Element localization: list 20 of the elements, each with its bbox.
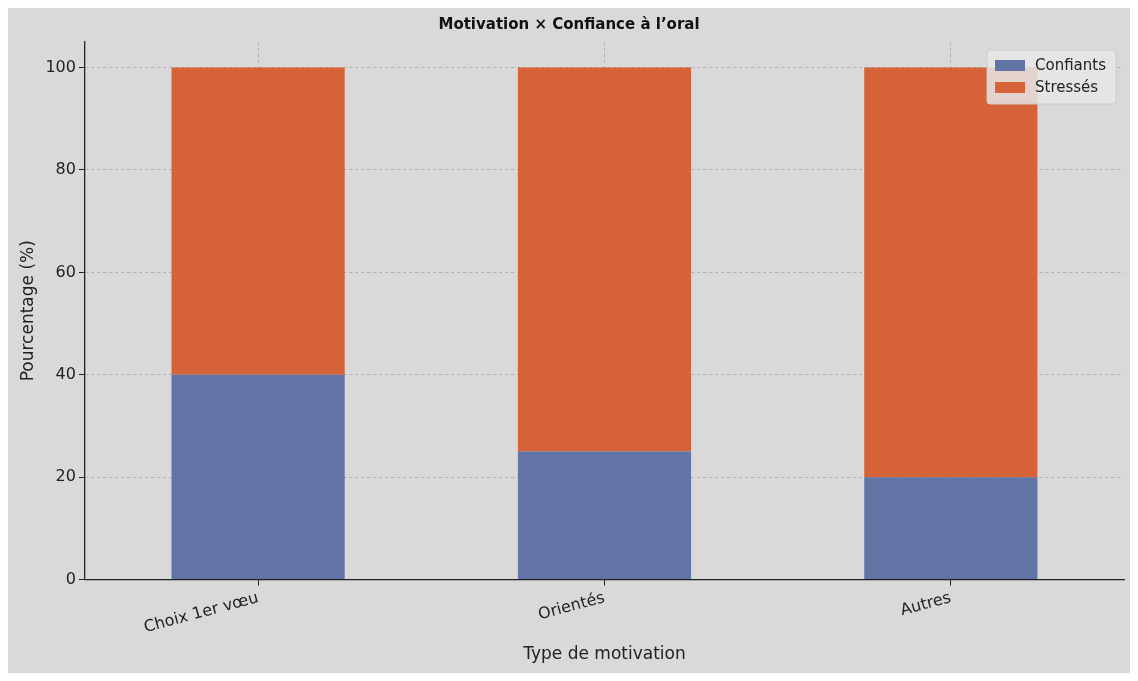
y-tick-label: 20 xyxy=(55,466,76,486)
legend-label: Stressés xyxy=(1035,77,1099,96)
x-tick-label: Autres xyxy=(898,587,953,620)
bar xyxy=(517,451,692,580)
bar xyxy=(864,67,1038,478)
x-tick-label: Choix 1er vœu xyxy=(141,587,261,637)
chart-title: Motivation × Confiance à l’oral xyxy=(438,14,700,33)
x-tick-label: Orientés xyxy=(535,587,607,624)
bar xyxy=(517,67,692,452)
bar xyxy=(864,477,1038,580)
y-tick-label: 100 xyxy=(45,56,76,76)
y-tick-label: 80 xyxy=(55,159,76,179)
y-tick-label: 0 xyxy=(65,568,76,588)
y-tick-label: 40 xyxy=(55,363,76,383)
y-tick-label: 60 xyxy=(55,261,76,281)
bar xyxy=(171,67,345,375)
x-axis-title: Type de motivation xyxy=(522,643,686,664)
legend-label: Confiants xyxy=(1035,55,1107,74)
y-axis-title: Pourcentage (%) xyxy=(16,240,37,382)
bar xyxy=(171,374,345,580)
